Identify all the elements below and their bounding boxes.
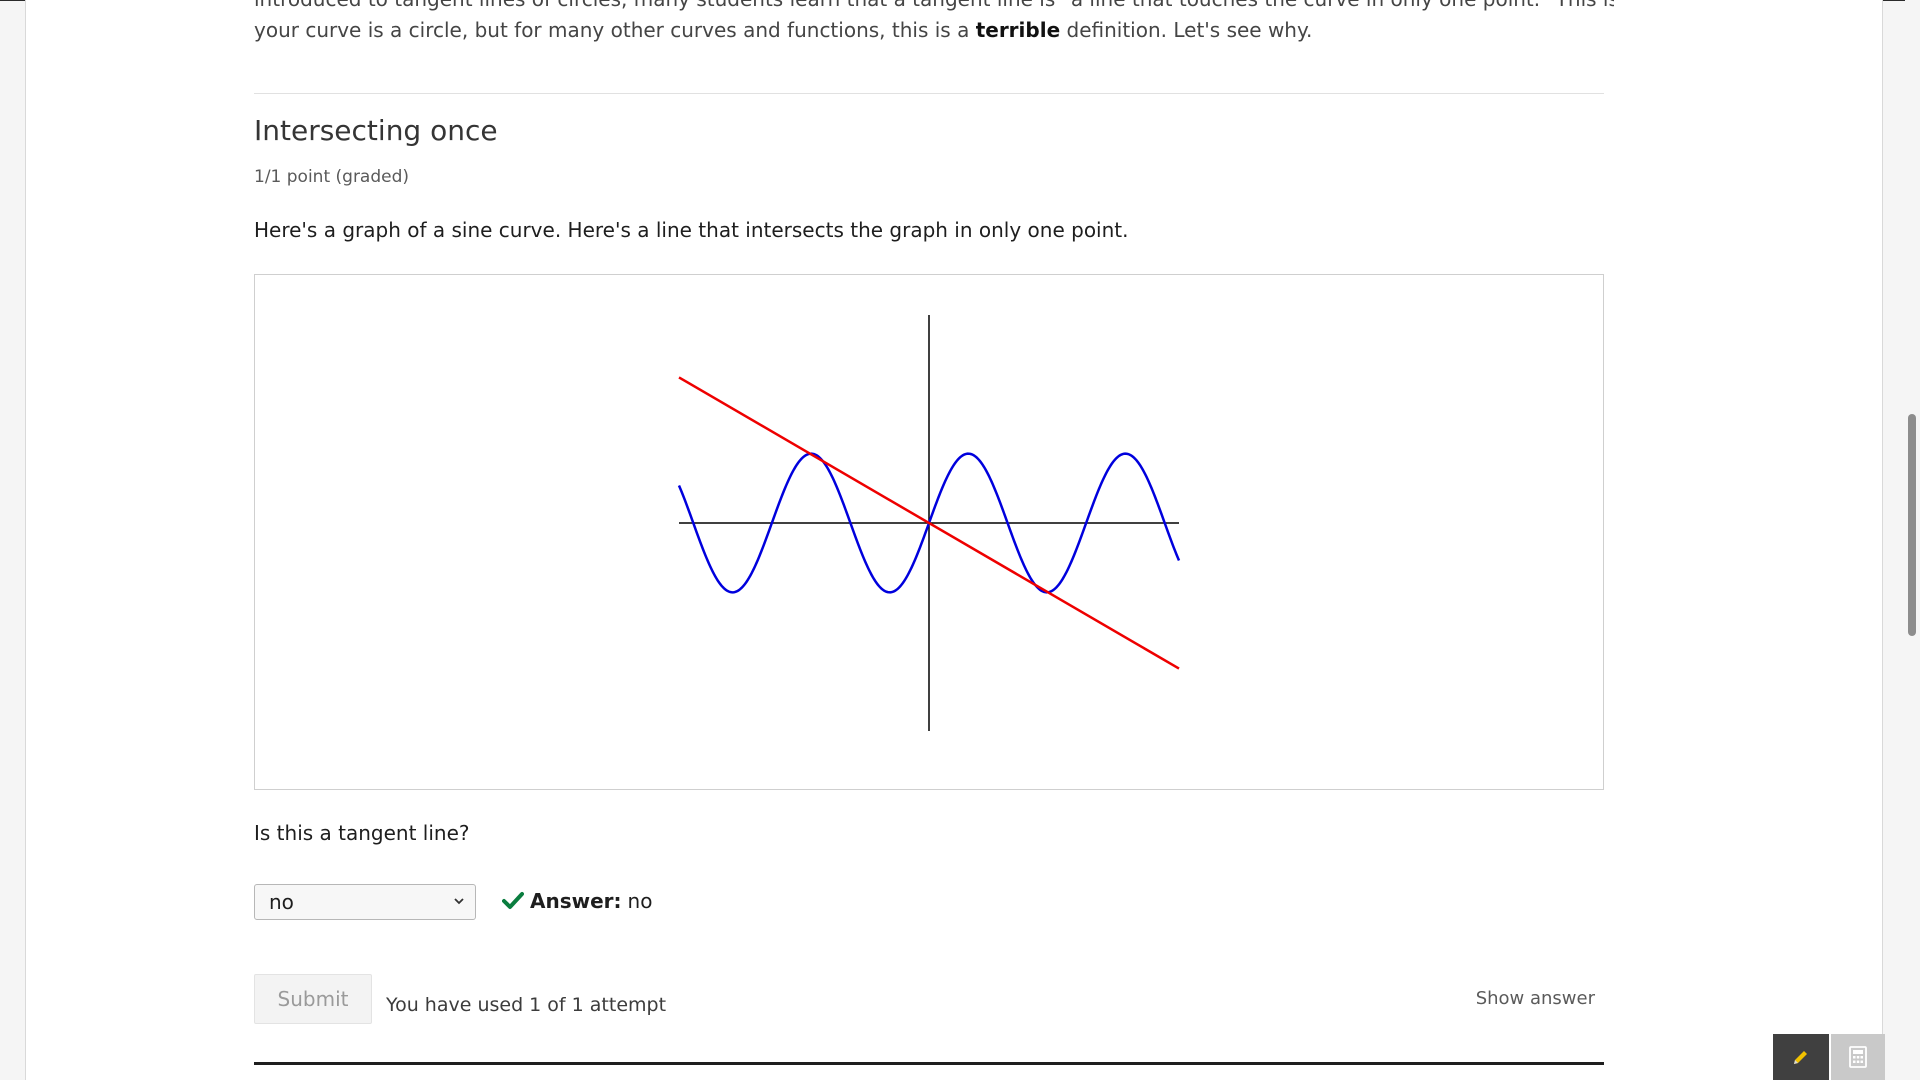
intro-text-line: your curve is a circle, but for many oth… — [254, 15, 1614, 45]
answer-value: no — [627, 889, 653, 913]
show-answer-button[interactable]: Show answer — [1475, 988, 1595, 1009]
chevron-down-icon — [453, 885, 465, 933]
footer-divider — [254, 1062, 1604, 1065]
intro-text: your curve is a circle, but for many oth… — [254, 18, 976, 42]
question-label: Is this a tangent line? — [254, 821, 470, 845]
problem-prompt: Here's a graph of a sine curve. Here's a… — [254, 218, 1129, 242]
intro-text: definition. Let's see why. — [1060, 18, 1313, 42]
answer-feedback: Answer: no — [502, 889, 652, 913]
calculator-icon — [1849, 1046, 1867, 1068]
select-value: no — [269, 890, 294, 914]
intro-text-line: introduced to tangent lines of circles, … — [254, 0, 1614, 14]
submit-button[interactable]: Submit — [254, 974, 372, 1024]
calculator-button[interactable] — [1831, 1034, 1885, 1080]
answer-select[interactable]: no — [254, 884, 476, 920]
problem-progress: 1/1 point (graded) — [254, 167, 410, 187]
intro-emphasis: terrible — [975, 18, 1061, 42]
problem-title: Intersecting once — [254, 114, 498, 147]
graph-canvas — [677, 315, 1181, 731]
pencil-icon — [1794, 1051, 1807, 1064]
notes-button[interactable] — [1773, 1034, 1829, 1080]
scrollbar-thumb[interactable] — [1908, 414, 1916, 636]
answer-label: Answer: — [530, 889, 622, 913]
graph-figure — [254, 274, 1604, 790]
checkmark-icon — [502, 892, 524, 909]
attempts-text: You have used 1 of 1 attempt — [386, 994, 667, 1016]
intersecting-line — [678, 376, 1180, 670]
section-divider — [254, 93, 1604, 94]
